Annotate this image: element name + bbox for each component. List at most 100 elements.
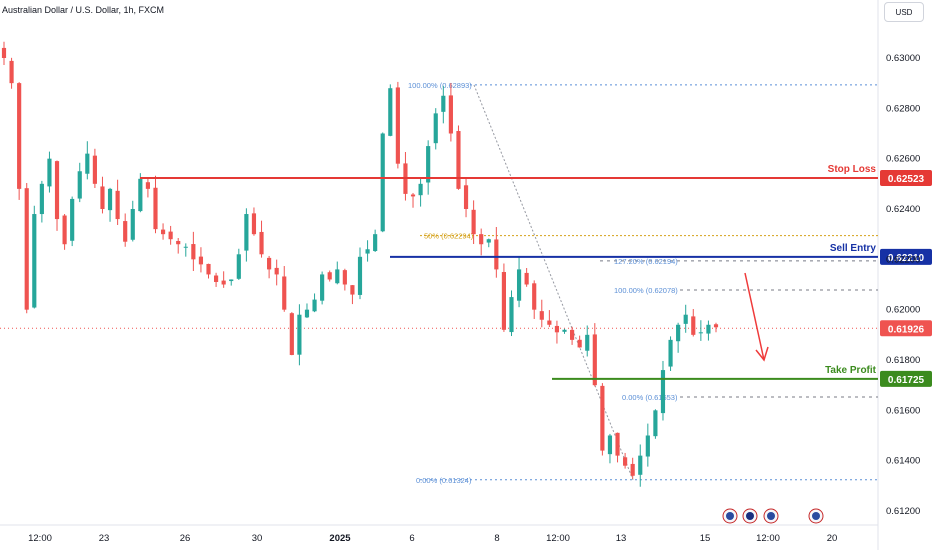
x-tick-label: 23 (99, 533, 110, 544)
candle-body (85, 153, 90, 174)
candle-body (297, 314, 302, 355)
candle (350, 285, 355, 305)
candle-body (54, 161, 60, 220)
x-tick-label: 2025 (329, 533, 351, 544)
candle (547, 310, 552, 328)
chart-title: Australian Dollar / U.S. Dollar, 1h, FXC… (2, 5, 165, 15)
candle (623, 452, 628, 469)
x-tick-label: 30 (252, 533, 263, 544)
candle-body (668, 339, 673, 367)
candle-body (418, 183, 423, 196)
candle (176, 238, 181, 254)
candle-body (1, 47, 7, 58)
candle-body (713, 324, 719, 328)
candle-body (251, 213, 257, 235)
fib-label: 50% (0.62294) (424, 232, 474, 241)
candle (653, 409, 658, 439)
candle (183, 243, 188, 257)
candle-body (615, 432, 620, 456)
candle (100, 176, 105, 214)
candle-body (221, 280, 226, 285)
candle-body (562, 329, 567, 332)
candle (365, 240, 370, 262)
candle (441, 85, 446, 124)
candle (479, 228, 484, 256)
currency-selector[interactable]: USD (884, 2, 924, 22)
candle (676, 322, 681, 353)
candle (115, 179, 120, 225)
candle-body (357, 256, 363, 295)
candle (395, 81, 400, 169)
price-tag-label: 0.62210 (888, 253, 925, 264)
price-tag (880, 170, 932, 187)
candle (9, 57, 14, 89)
candle (107, 187, 113, 222)
y-tick-label: 0.63000 (886, 53, 920, 64)
price-tag (880, 248, 932, 265)
x-tick-label: 26 (180, 533, 191, 544)
price-tag-label: 0.62523 (888, 174, 925, 185)
candle (380, 132, 385, 233)
candle (448, 82, 453, 142)
candle (698, 320, 703, 341)
candle (433, 108, 438, 150)
candle (32, 205, 37, 309)
candle-body (198, 256, 204, 265)
candle (691, 309, 696, 337)
event-flag-icon[interactable] (722, 508, 738, 524)
candle (501, 263, 506, 332)
candle (486, 238, 491, 248)
price-tag (880, 370, 932, 387)
candle (456, 125, 461, 190)
candle (320, 271, 325, 305)
candle-body (441, 95, 446, 112)
candle (92, 148, 97, 188)
y-tick-label: 0.62000 (886, 305, 920, 316)
candle-body (426, 146, 431, 183)
candle (342, 268, 347, 291)
candle (562, 328, 567, 334)
candle-body (524, 272, 529, 285)
candle (426, 140, 431, 195)
event-flag-icon[interactable] (742, 508, 758, 524)
candle-body (698, 332, 703, 334)
y-tick-label: 0.61600 (886, 405, 920, 416)
bearish-arrow (744, 272, 769, 362)
candle-body (501, 272, 506, 330)
candle-body (259, 231, 264, 255)
candle (660, 360, 666, 421)
y-tick-label: 0.62800 (886, 103, 920, 114)
x-tick-label: 13 (616, 533, 627, 544)
candle-body (168, 231, 173, 240)
candle-body (274, 267, 279, 275)
candle-body (17, 83, 22, 189)
candle-body (645, 435, 650, 457)
candle (198, 247, 204, 273)
candle-body (47, 158, 52, 187)
candle-body (479, 234, 484, 245)
candle (327, 270, 332, 282)
candle-body (312, 299, 317, 312)
candle (585, 325, 590, 357)
level-label: Sell Entry (830, 243, 877, 254)
event-flag-icon[interactable] (763, 508, 779, 524)
candle (554, 320, 560, 344)
candle (70, 196, 75, 247)
event-flag-icon[interactable] (808, 508, 824, 524)
candle (145, 177, 150, 198)
candle (47, 151, 52, 193)
candle-body (683, 314, 688, 324)
candle-body (77, 171, 82, 199)
y-tick-label: 0.61800 (886, 355, 920, 366)
candle-body (463, 185, 469, 209)
candle-body (100, 186, 105, 209)
candle-body (547, 320, 552, 325)
candle (494, 226, 499, 278)
y-tick-label: 0.61400 (886, 456, 920, 467)
candle (410, 192, 416, 208)
candle (62, 213, 67, 250)
candle (403, 151, 408, 201)
candle-body (592, 334, 597, 386)
candle-body (244, 214, 249, 251)
